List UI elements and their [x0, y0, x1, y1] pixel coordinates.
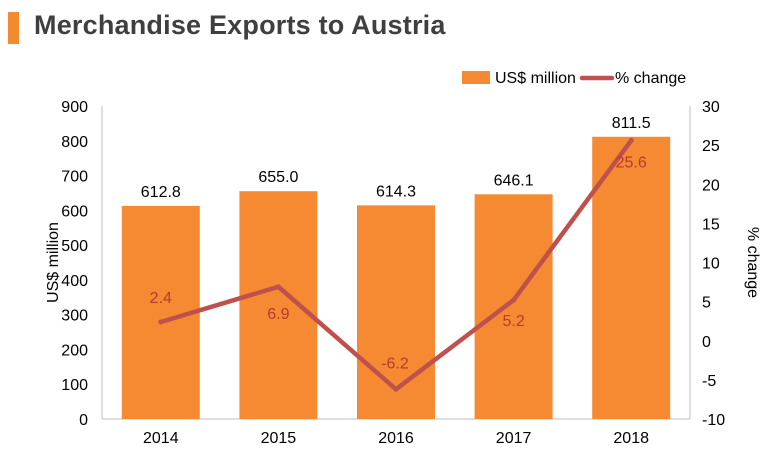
bar-2016: [357, 205, 435, 419]
bar-value-label: 811.5: [612, 115, 651, 132]
right-tick-label: 20: [702, 177, 720, 194]
line-point-2017: [511, 297, 517, 303]
right-axis-title: % change: [744, 227, 761, 298]
legend-label-bars: US$ million: [495, 70, 576, 87]
bar-value-label: 614.3: [376, 183, 416, 200]
title-accent-bar: [8, 12, 19, 44]
left-tick-label: 600: [61, 203, 88, 220]
bar-2015: [239, 191, 318, 419]
bar-2017: [474, 194, 553, 419]
bar-value-label: 655.0: [258, 169, 298, 186]
line-value-label: 25.6: [616, 154, 647, 171]
line-value-label: 2.4: [150, 290, 172, 307]
left-tick-label: 700: [61, 169, 88, 186]
right-tick-label: 15: [702, 216, 720, 233]
x-tick-label: 2017: [496, 430, 532, 447]
right-tick-label: 0: [702, 334, 711, 351]
left-axis-title: US$ million: [45, 222, 62, 303]
bar-value-label: 646.1: [494, 172, 534, 189]
left-tick-label: 200: [61, 342, 88, 359]
line-value-label: 5.2: [502, 313, 524, 330]
left-tick-label: 500: [61, 238, 88, 255]
left-tick-label: 0: [79, 412, 88, 429]
right-tick-label: -10: [702, 412, 725, 429]
x-tick-label: 2018: [613, 430, 649, 447]
x-tick-label: 2015: [261, 430, 297, 447]
bar-2018: [592, 136, 671, 420]
x-tick-label: 2016: [378, 430, 414, 447]
right-tick-label: -5: [702, 373, 716, 390]
x-tick-label: 2014: [143, 430, 179, 447]
line-point-2015: [275, 284, 281, 290]
line-value-label: -6.2: [381, 355, 409, 372]
left-tick-label: 900: [61, 99, 88, 116]
line-point-2016: [393, 386, 399, 392]
right-tick-label: 30: [702, 99, 720, 116]
legend-swatch-bars: [462, 71, 490, 84]
chart-title: Merchandise Exports to Austria: [34, 10, 446, 40]
right-tick-label: 5: [702, 295, 711, 312]
line-point-2014: [158, 319, 164, 325]
right-tick-label: 10: [702, 256, 720, 273]
legend-label-line: % change: [615, 70, 686, 87]
line-point-2018: [628, 137, 634, 143]
left-tick-label: 100: [61, 377, 88, 394]
left-tick-label: 400: [61, 273, 88, 290]
bar-value-label: 612.8: [141, 184, 181, 201]
line-value-label: 6.9: [267, 306, 289, 323]
right-tick-label: 25: [702, 138, 720, 155]
left-tick-label: 300: [61, 308, 88, 325]
left-tick-label: 800: [61, 134, 88, 151]
